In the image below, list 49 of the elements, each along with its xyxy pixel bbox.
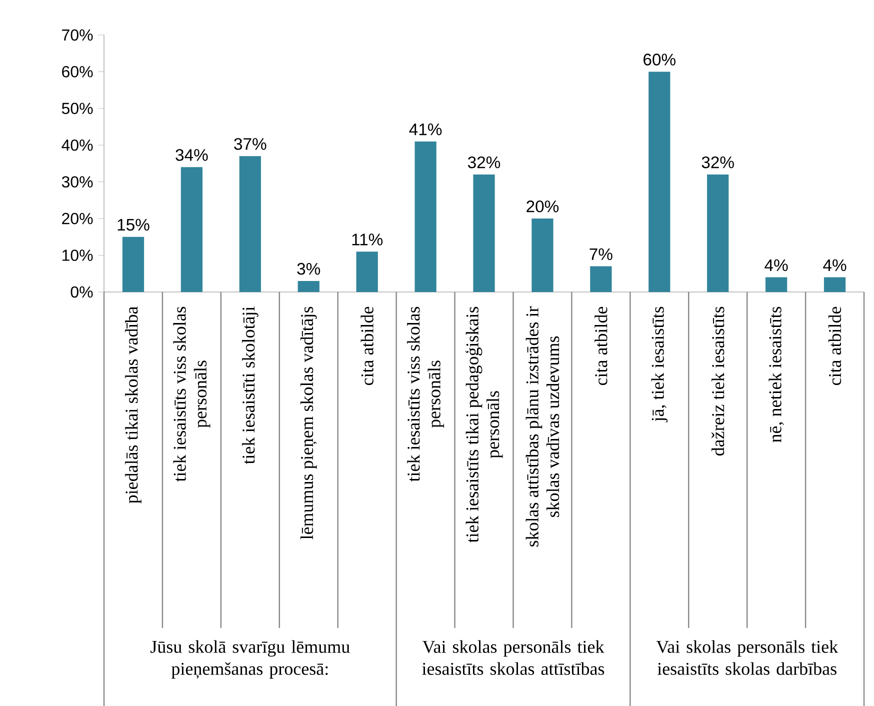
x-tick-label: lēmumus pieņem skolas vadītājs xyxy=(300,306,317,540)
data-label: 34% xyxy=(176,149,208,161)
x-tick-label: dažreiz tiek iesaistīts xyxy=(712,306,724,456)
x-tick-label: cita atbilde xyxy=(360,306,374,386)
text: Jūsu skolā svarīgu lēmumu pieņemšanas procesā: xyxy=(150,640,350,679)
data-label: 32% xyxy=(468,156,500,168)
y-tick-label: 0% xyxy=(70,286,93,298)
text: Vai skolas personāls tiek iesaistīts skolas attīstības xyxy=(422,640,604,675)
text: Vai skolas personāls tiek iesaistīts skolas darbības xyxy=(656,640,838,675)
data-label: 7% xyxy=(590,248,612,260)
x-tick-label: piedalās tikai skolas vadība xyxy=(125,306,142,504)
bar xyxy=(824,277,846,292)
bar xyxy=(765,277,788,292)
bar xyxy=(239,156,261,292)
bar xyxy=(298,280,320,292)
data-label: 41% xyxy=(409,124,442,136)
y-tick-label: 70% xyxy=(62,29,93,41)
x-tick-label: tiek iesaistīts viss skolas personāls xyxy=(407,306,444,482)
y-tick-label: 60% xyxy=(62,66,93,78)
x-tick-label: cita atbilde xyxy=(828,306,842,386)
data-label: 4% xyxy=(823,259,846,272)
y-tick-label: 20% xyxy=(62,212,93,224)
data-label: 37% xyxy=(234,138,266,150)
bar xyxy=(648,72,670,292)
y-tick-label: 40% xyxy=(62,139,93,151)
x-tick-label: cita atbilde xyxy=(594,306,608,386)
bar xyxy=(590,266,612,292)
x-tick-label: jā, tiek iesaistīts xyxy=(651,306,668,422)
x-tick-label: tiek iesaistīti skolotāji xyxy=(242,306,258,464)
data-label: 3% xyxy=(297,262,320,275)
y-tick-label: 50% xyxy=(62,102,93,114)
bar xyxy=(356,252,378,292)
y-tick-label: 30% xyxy=(62,176,93,188)
data-label: 20% xyxy=(526,200,559,212)
y-tick-label: 10% xyxy=(62,250,93,261)
data-label: 60% xyxy=(644,54,676,66)
x-tick-label: tiek iesaistīts tikai pedagoģiskais personāls xyxy=(465,306,503,543)
data-label: 15% xyxy=(118,218,150,231)
x-tick-label: tiek iesaistīts viss skolas personāls xyxy=(173,306,210,482)
bar xyxy=(707,174,729,292)
bar xyxy=(473,174,495,292)
x-tick-label: nē, netiek iesaistīts xyxy=(768,306,784,442)
bar xyxy=(532,218,554,292)
bar xyxy=(180,167,203,292)
bar xyxy=(414,141,436,292)
bar xyxy=(122,236,144,292)
data-label: 11% xyxy=(352,234,383,246)
data-label: 32% xyxy=(702,156,734,168)
data-label: 4% xyxy=(764,259,788,272)
